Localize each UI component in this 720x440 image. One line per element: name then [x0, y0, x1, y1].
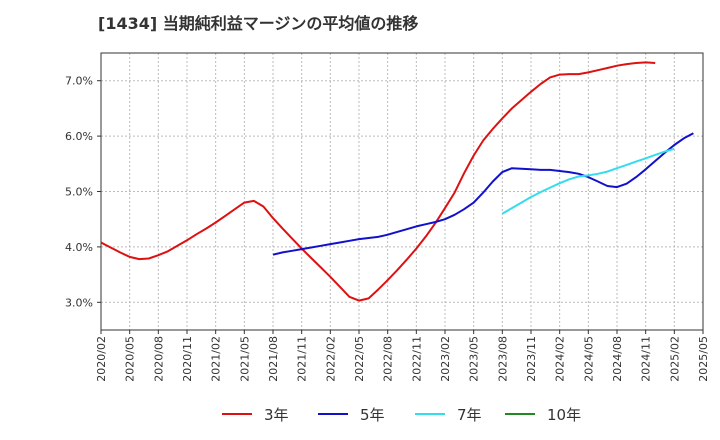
legend-label-10年: 10年 [547, 406, 581, 424]
axis-layer: 3.0% 4.0% 5.0% 6.0% 7.0% 2020/02 2020/05 2020/0… [65, 52, 710, 382]
x-tick-label: 2023/11 [525, 336, 538, 382]
x-tick-label: 2021/08 [267, 336, 280, 382]
series-layer [100, 61, 694, 302]
x-tick-label: 2025/02 [668, 336, 681, 382]
x-tick-label: 2024/05 [582, 336, 595, 382]
x-tick-label: 2023/08 [496, 336, 509, 382]
chart-title: [1434] 当期純利益マージンの平均値の推移 [98, 14, 419, 33]
legend-layer: 3年 5年 7年 10年 [222, 406, 581, 424]
x-tick-label: 2022/02 [324, 336, 337, 382]
legend-label-7年: 7年 [457, 406, 482, 424]
x-tick-label: 2020/02 [95, 336, 108, 382]
legend-label-3年: 3年 [264, 406, 289, 424]
x-tick-label: 2021/11 [296, 336, 309, 382]
legend-label-5年: 5年 [360, 406, 385, 424]
x-tick-label: 2025/05 [697, 336, 710, 382]
y-tick-label: 7.0% [65, 75, 93, 88]
y-tick-label: 4.0% [65, 241, 93, 254]
y-tick-label: 3.0% [65, 296, 93, 309]
x-tick-label: 2023/02 [439, 336, 452, 382]
x-tick-label: 2020/05 [124, 336, 137, 382]
x-tick-label: 2022/05 [353, 336, 366, 382]
x-tick-label: 2024/02 [554, 336, 567, 382]
x-tick-label: 2022/11 [410, 336, 423, 382]
grid-layer [100, 53, 704, 330]
x-tick-label: 2020/08 [152, 336, 165, 382]
y-tick-label: 5.0% [65, 186, 93, 199]
x-tick-label: 2024/08 [611, 336, 624, 382]
y-tick-label: 6.0% [65, 130, 93, 143]
x-tick-label: 2020/11 [181, 336, 194, 382]
x-tick-label: 2021/05 [238, 336, 251, 382]
x-tick-label: 2024/11 [640, 336, 653, 382]
series-line-5年 [272, 132, 694, 256]
series-line-7年 [501, 147, 675, 215]
x-tick-label: 2021/02 [210, 336, 223, 382]
x-tick-label: 2022/08 [382, 336, 395, 382]
x-tick-label: 2023/05 [468, 336, 481, 382]
series-line-3年 [100, 61, 656, 302]
